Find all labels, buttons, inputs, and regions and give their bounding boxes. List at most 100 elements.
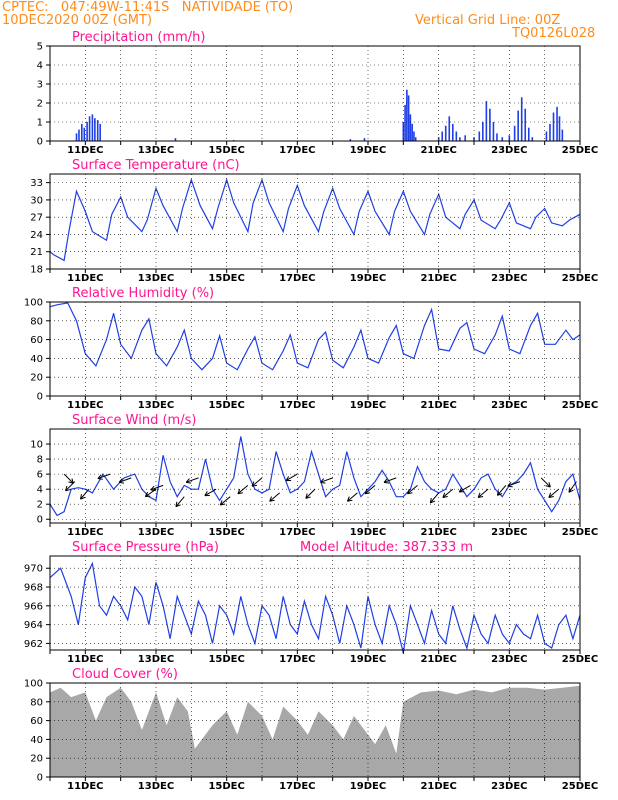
wind-arrow-shaft <box>204 488 217 497</box>
wind-arrow-head <box>548 496 554 499</box>
wind-arrow <box>507 481 521 488</box>
plot-area <box>50 556 580 650</box>
x-tick-label: 11DEC <box>67 145 103 156</box>
x-tick-label: 13DEC <box>138 527 174 538</box>
cloud-area <box>50 685 580 777</box>
precip-bar <box>482 122 484 141</box>
wind-arrow-head <box>80 494 82 500</box>
wind-arrow-head <box>364 488 368 494</box>
precip-bar <box>413 131 415 141</box>
y-tick-label: 3 <box>37 80 43 91</box>
precip-bar <box>96 120 99 141</box>
y-tick-label: 33 <box>30 178 43 189</box>
precip-bar <box>455 131 458 141</box>
wind-arrow <box>118 477 132 484</box>
panel-5 <box>46 555 581 654</box>
wind-arrow-head <box>305 496 311 499</box>
x-tick-label: 11DEC <box>67 781 103 792</box>
x-tick-label: 19DEC <box>350 527 386 538</box>
y-tick-label: 80 <box>30 316 43 327</box>
precip-bar <box>409 114 412 141</box>
wind-arrow-head <box>429 497 432 503</box>
plot-frame <box>49 555 581 651</box>
wind-arrow <box>568 481 577 493</box>
wind-arrow <box>305 488 316 499</box>
x-tick-label: 11DEC <box>67 400 103 411</box>
wind-arrow-head <box>430 500 436 504</box>
wind-arrow-shaft <box>251 477 263 487</box>
y-tick-label: 100 <box>24 298 43 309</box>
panel-annotation: Model Altitude: 387.333 m <box>300 540 473 555</box>
precip-bar <box>404 104 406 141</box>
panel-title: Surface Wind (m/s) <box>72 413 196 428</box>
wind-arrow <box>269 492 280 502</box>
wind-arrow-shaft <box>80 488 90 500</box>
wind-arrow-head <box>220 503 226 506</box>
wind-arrow <box>496 485 507 496</box>
precip-bar <box>524 108 527 141</box>
precip-bar <box>520 97 523 141</box>
wind-arrow-shaft <box>497 485 507 496</box>
wind-arrow-head <box>237 488 241 494</box>
wind-arrow-shaft <box>65 481 76 492</box>
wind-arrow <box>364 485 376 495</box>
x-tick-label: 17DEC <box>279 273 315 284</box>
x-tick-label: 15DEC <box>208 654 244 665</box>
precip-bar <box>444 125 447 141</box>
wind-arrow-head <box>150 485 155 491</box>
y-tick-label: 20 <box>30 373 43 384</box>
x-tick-label: 23DEC <box>491 654 527 665</box>
x-tick-label: 25DEC <box>562 145 598 156</box>
wind-arrow <box>346 492 358 502</box>
precip-bar <box>411 123 413 141</box>
precip-bar <box>478 131 481 141</box>
precip-bar <box>527 127 530 141</box>
precip-bar <box>492 122 495 141</box>
precip-bar <box>83 127 86 141</box>
wind-arrow <box>65 481 76 492</box>
precip-bar <box>94 118 96 141</box>
x-tick-label: 15DEC <box>208 400 244 411</box>
wind-arrow-shaft <box>407 485 418 495</box>
x-tick-label: 23DEC <box>491 527 527 538</box>
wind-arrow-head <box>285 476 290 481</box>
wind-arrow-shaft <box>442 488 454 498</box>
precip-bar <box>561 129 564 141</box>
wind-arrow <box>442 488 454 499</box>
wind-arrow <box>219 496 231 506</box>
x-tick-label: 15DEC <box>208 273 244 284</box>
wind-arrow <box>285 473 298 482</box>
y-tick-label: 962 <box>24 639 43 650</box>
wind-arrow-shaft <box>507 481 521 487</box>
wind-arrow-shaft <box>175 496 185 507</box>
x-tick-label: 23DEC <box>491 273 527 284</box>
y-tick-label: 0 <box>37 392 43 403</box>
panel-title: Cloud Cover (%) <box>72 667 178 682</box>
series-group <box>49 177 581 262</box>
precip-bar <box>459 137 461 141</box>
precip-bar <box>441 131 443 141</box>
y-tick-label: 0 <box>37 773 43 784</box>
y-tick-label: 60 <box>30 716 43 727</box>
x-tick-label: 15DEC <box>208 527 244 538</box>
wind-arrow <box>407 485 418 495</box>
precip-bar <box>78 129 80 141</box>
precip-bar <box>86 122 88 141</box>
precip-bar <box>363 138 366 141</box>
wind-arrow-head <box>407 492 413 495</box>
x-tick-label: 25DEC <box>562 400 598 411</box>
x-tick-label: 13DEC <box>138 145 174 156</box>
wind-arrow <box>429 492 440 504</box>
panel-title: Surface Pressure (hPa) <box>72 540 219 555</box>
precip-bar <box>88 116 91 141</box>
wind-arrow-shaft <box>97 473 111 480</box>
x-tick-label: 25DEC <box>562 654 598 665</box>
y-tick-label: 80 <box>30 697 43 708</box>
wind-arrow <box>175 496 185 508</box>
x-tick-label: 21DEC <box>420 527 456 538</box>
precip-bar <box>448 116 451 141</box>
wind-arrow <box>80 488 90 500</box>
wind-arrow-shaft <box>548 488 560 498</box>
wind-arrow-head <box>175 501 178 507</box>
header-grid-note: Vertical Grid Line: 00Z <box>415 13 561 28</box>
